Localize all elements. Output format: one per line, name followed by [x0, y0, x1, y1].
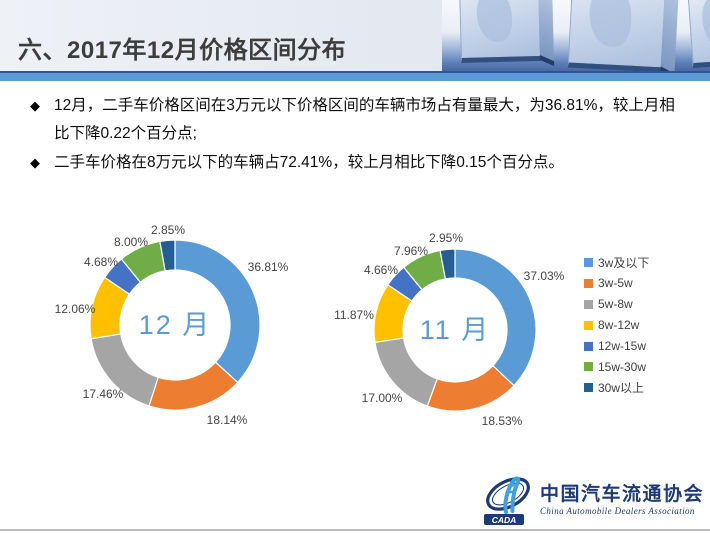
- data-label: 2.95%: [429, 231, 463, 245]
- legend-item-12w-15w: 12w-15w: [584, 336, 649, 357]
- donut-slice-30w以上: [439, 248, 456, 280]
- data-label: 11.87%: [334, 308, 374, 322]
- data-label: 7.96%: [394, 244, 428, 258]
- cubes-decoration-image: [442, 0, 710, 71]
- footer-divider-line: [0, 529, 710, 531]
- data-label: 12.06%: [55, 302, 96, 316]
- data-label: 18.53%: [482, 414, 523, 428]
- bullet-text: 二手车价格在8万元以下的车辆占72.41%，较上月相比下降0.15个百分点。: [54, 154, 564, 171]
- legend-item-30w以上: 30w以上: [584, 377, 649, 398]
- chart-legend: 3w及以下 3w-5w 5w-8w 8w-12w 12w-15w 15w-30w 30w以上: [584, 252, 649, 398]
- cada-logo: CADA 中国汽车流通协会 China Automobile Dealers A…: [482, 474, 704, 526]
- diamond-bullet-icon: ◆: [30, 155, 40, 170]
- legend-label: 3w及以下: [598, 255, 650, 270]
- slide-header: 六、2017年12月价格区间分布: [0, 0, 710, 71]
- data-label: 17.00%: [362, 391, 403, 405]
- legend-swatch-icon: [584, 299, 593, 309]
- logo-english-name: China Automobile Dealers Association: [539, 505, 695, 516]
- data-label: 4.68%: [84, 255, 118, 269]
- legend-label: 5w-8w: [598, 297, 633, 312]
- donut-center-label: 12 月: [139, 310, 212, 340]
- legend-label: 12w-15w: [598, 339, 647, 353]
- donut-center-label: 11 月: [420, 315, 491, 345]
- legend-item-3w-5w: 3w-5w: [584, 273, 649, 294]
- bullet-item: ◆ 二手车价格在8万元以下的车辆占72.41%，较上月相比下降0.15个百分点。: [30, 149, 690, 177]
- donut-slice-3w及以下: [174, 239, 261, 384]
- diamond-bullet-icon: ◆: [30, 98, 40, 113]
- bullet-list: ◆ 12月，二手车价格区间在3万元以下价格区间的车辆市场占有量最大，为36.81…: [30, 92, 690, 178]
- legend-swatch-icon: [584, 278, 593, 288]
- legend-item-8w-12w: 8w-12w: [584, 315, 649, 336]
- data-label: 2.85%: [151, 223, 185, 237]
- legend-item-15w-30w: 15w-30w: [584, 356, 649, 377]
- donut-chart-11月: 37.03% 18.53% 17.00% 11.87% 4.66% 7.96%2.95% 1…: [334, 231, 565, 428]
- bullet-item: ◆ 12月，二手车价格区间在3万元以下价格区间的车辆市场占有量最大，为36.81…: [30, 92, 690, 148]
- data-label: 8.00%: [114, 235, 148, 249]
- donut-slice-30w以上: [159, 239, 176, 272]
- legend-swatch-icon: [584, 362, 593, 372]
- legend-label: 8w-12w: [598, 318, 640, 333]
- legend-swatch-icon: [584, 320, 593, 330]
- legend-label: 3w-5w: [598, 276, 633, 291]
- legend-item-3w及以下: 3w及以下: [584, 252, 649, 273]
- data-label: 37.03%: [524, 269, 565, 283]
- header-accent-bar: [0, 73, 710, 81]
- data-label: 36.81%: [248, 260, 289, 274]
- donut-slice-3w及以下: [454, 248, 537, 387]
- legend-item-5w-8w: 5w-8w: [584, 294, 649, 315]
- data-label: 4.66%: [364, 263, 398, 277]
- legend-label: 30w以上: [598, 381, 645, 396]
- cada-abbr-text: CADA: [492, 515, 517, 525]
- donut-chart-12月: 36.81% 18.14% 17.46% 12.06% 4.68% 8.00%2.85% 1…: [55, 223, 289, 427]
- legend-swatch-icon: [584, 383, 593, 393]
- legend-label: 15w-30w: [598, 359, 647, 374]
- data-label: 18.14%: [207, 413, 248, 427]
- cada-emblem-icon: CADA: [483, 476, 530, 525]
- logo-chinese-name: 中国汽车流通协会: [539, 483, 704, 505]
- data-label: 17.46%: [83, 387, 124, 401]
- page-title: 六、2017年12月价格区间分布: [18, 37, 347, 64]
- bullet-text: 12月，二手车价格区间在3万元以下价格区间的车辆市场占有量最大，为36.81%，…: [54, 97, 675, 142]
- legend-swatch-icon: [584, 257, 593, 267]
- header-accent-line: [0, 71, 710, 73]
- logo-text-block: 中国汽车流通协会 China Automobile Dealers Associ…: [539, 483, 704, 516]
- legend-swatch-icon: [584, 341, 593, 351]
